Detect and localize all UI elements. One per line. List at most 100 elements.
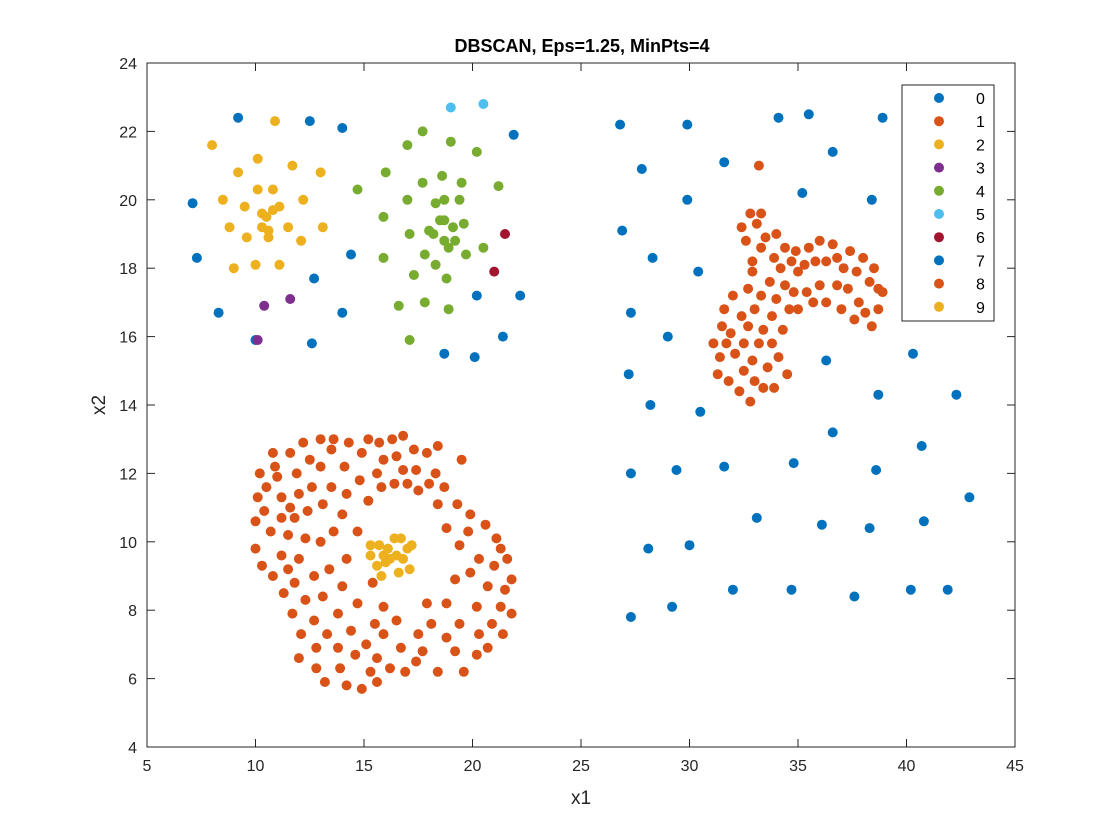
- data-point: [758, 324, 769, 335]
- data-point: [341, 680, 352, 691]
- data-point: [454, 194, 465, 205]
- data-point: [786, 256, 797, 267]
- data-point: [298, 194, 309, 205]
- data-point: [439, 348, 450, 359]
- data-point: [333, 608, 343, 619]
- data-point: [306, 338, 317, 349]
- series-5: [445, 99, 489, 113]
- data-point: [714, 352, 725, 363]
- data-point: [445, 136, 456, 147]
- data-point: [790, 246, 801, 257]
- data-point: [623, 369, 634, 380]
- data-point: [636, 164, 647, 174]
- data-point: [767, 338, 777, 349]
- data-point: [402, 140, 413, 151]
- data-point: [773, 112, 784, 123]
- data-point: [328, 526, 339, 537]
- data-point: [745, 396, 756, 407]
- data-point: [233, 112, 244, 123]
- data-point: [354, 475, 365, 486]
- data-point: [326, 444, 337, 455]
- series-9: [365, 533, 417, 581]
- data-point: [352, 184, 363, 195]
- data-point: [866, 321, 877, 332]
- data-point: [736, 311, 747, 322]
- series-1: [753, 160, 764, 171]
- data-point: [439, 215, 450, 226]
- data-point: [497, 629, 508, 640]
- data-point: [474, 553, 484, 564]
- data-point: [419, 249, 430, 260]
- data-point: [734, 386, 745, 397]
- data-point: [393, 300, 404, 311]
- data-point: [500, 584, 510, 595]
- data-point: [300, 533, 311, 544]
- data-point: [274, 201, 285, 212]
- x-tick-label: 45: [1006, 758, 1024, 775]
- y-tick-label: 4: [128, 740, 137, 757]
- data-point: [363, 495, 374, 506]
- data-point: [302, 506, 313, 516]
- data-point: [738, 338, 749, 349]
- data-point: [784, 304, 795, 315]
- data-point: [387, 434, 398, 445]
- data-point: [259, 506, 270, 516]
- data-point: [756, 208, 767, 219]
- data-point: [441, 523, 452, 534]
- x-tick-label: 10: [247, 758, 265, 775]
- data-point: [461, 249, 471, 260]
- series-0: [187, 112, 526, 363]
- data-point: [380, 167, 391, 178]
- legend-label-4: 4: [976, 184, 985, 201]
- y-tick-label: 14: [119, 398, 137, 415]
- data-point: [474, 629, 484, 640]
- data-point: [456, 177, 467, 188]
- y-tick-label: 22: [119, 124, 137, 141]
- data-point: [465, 509, 476, 520]
- data-point: [296, 235, 307, 246]
- data-point: [430, 198, 441, 209]
- data-point: [406, 540, 417, 551]
- data-point: [365, 550, 376, 561]
- data-point: [645, 400, 656, 410]
- data-point: [306, 482, 317, 493]
- data-point: [838, 263, 849, 274]
- data-point: [780, 242, 790, 253]
- data-point: [296, 629, 307, 640]
- data-point: [376, 571, 387, 581]
- data-point: [421, 447, 432, 458]
- data-point: [391, 615, 402, 626]
- data-point: [458, 218, 469, 229]
- data-point: [432, 441, 443, 451]
- data-point: [905, 584, 916, 595]
- data-point: [845, 246, 856, 257]
- series-8: [250, 208, 888, 694]
- data-point: [760, 232, 771, 243]
- data-point: [283, 564, 294, 575]
- data-point: [372, 653, 382, 664]
- data-point: [471, 146, 482, 157]
- data-point: [309, 273, 320, 284]
- data-point: [717, 321, 727, 332]
- y-tick-label: 18: [119, 261, 137, 278]
- data-point: [803, 242, 814, 253]
- legend-label-6: 6: [976, 230, 985, 247]
- data-point: [432, 666, 443, 677]
- data-point: [851, 266, 862, 277]
- data-point: [506, 574, 517, 585]
- data-point: [293, 653, 304, 664]
- data-point: [346, 249, 356, 260]
- data-point: [317, 591, 328, 602]
- data-point: [908, 348, 918, 359]
- data-point: [647, 252, 658, 263]
- data-point: [257, 560, 267, 571]
- data-point: [411, 465, 422, 475]
- data-point: [276, 492, 287, 503]
- data-point: [832, 280, 843, 291]
- data-point: [625, 612, 636, 622]
- data-point: [482, 581, 493, 592]
- data-point: [233, 167, 244, 178]
- data-point: [730, 348, 741, 359]
- data-point: [378, 629, 389, 640]
- legend-marker-0: [934, 93, 944, 103]
